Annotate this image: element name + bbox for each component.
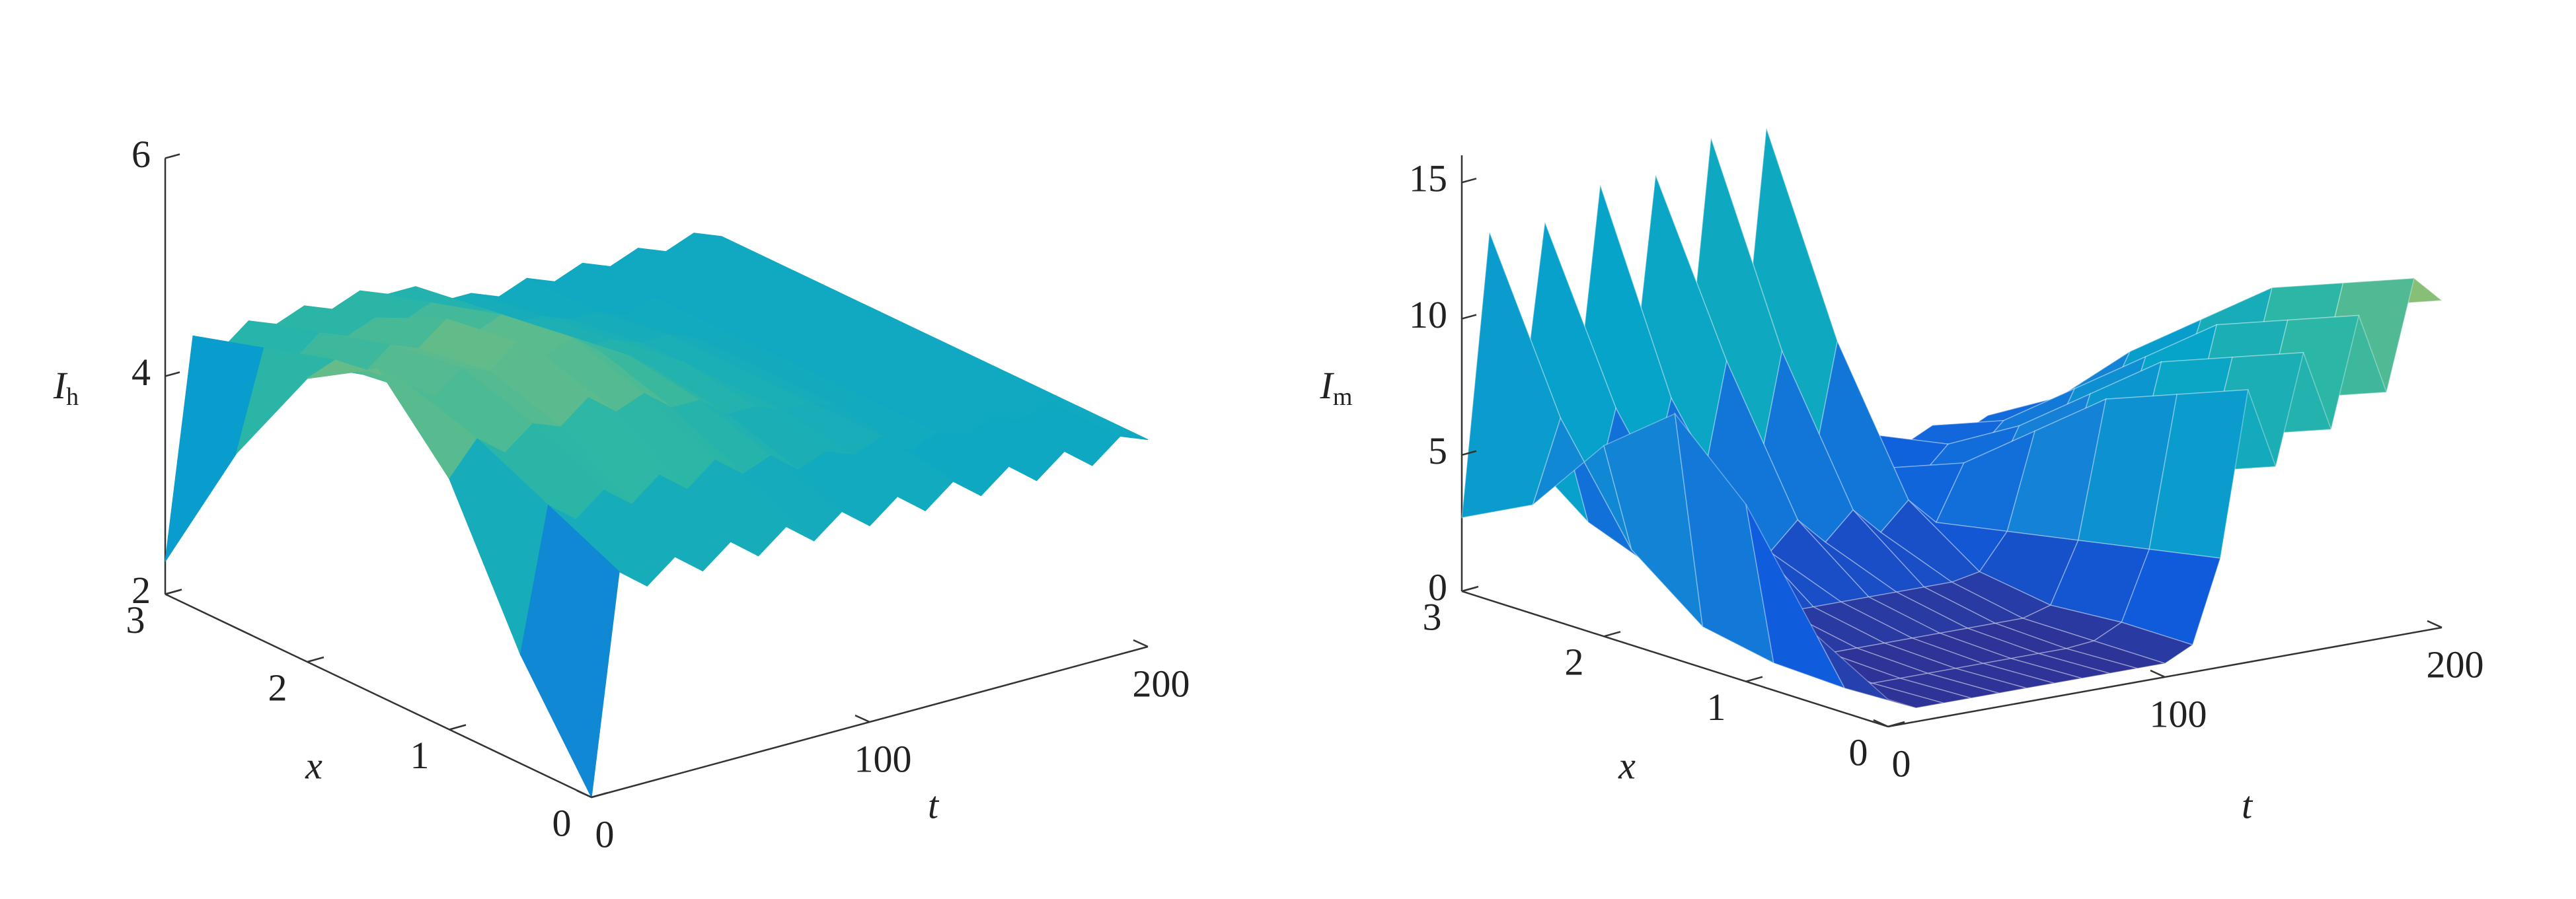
x-tick-label: 2 <box>1565 641 1584 684</box>
x-tick <box>1461 585 1479 593</box>
z-axis-label-sub: m <box>1333 383 1353 411</box>
surface-cell <box>519 504 620 799</box>
x-axis-label: x <box>305 744 322 787</box>
z-tick-label: 2 <box>132 569 151 612</box>
t-tick-label: 200 <box>2427 643 2484 686</box>
z-axis-label: Ih <box>53 364 79 410</box>
z-tick-label: 4 <box>132 351 151 394</box>
x-tick <box>165 589 182 595</box>
z-tick <box>1461 178 1477 184</box>
z-tick-label: 0 <box>1428 565 1447 608</box>
z-tick-label: 6 <box>132 133 151 176</box>
t-tick-label: 200 <box>1133 662 1190 705</box>
t-tick <box>1873 719 1889 728</box>
x-axis <box>1461 590 1889 728</box>
t-axis-label: t <box>928 783 940 826</box>
surface-cell <box>1899 672 1999 699</box>
surface-cell <box>1872 678 1971 704</box>
x-tick-label: 0 <box>552 801 572 844</box>
surface-cell <box>165 335 265 562</box>
x-tick-label: 3 <box>1423 595 1442 638</box>
z-tick-label: 15 <box>1409 157 1447 200</box>
x-tick-label: 3 <box>126 598 145 641</box>
x-tick-label: 0 <box>1849 731 1868 773</box>
z-tick-label: 5 <box>1428 429 1447 472</box>
x-tick <box>1603 631 1621 637</box>
t-tick <box>2150 669 2166 678</box>
x-tick-label: 1 <box>1707 686 1726 729</box>
t-tick <box>1133 639 1149 648</box>
x-tick <box>1745 676 1763 682</box>
t-tick <box>854 714 870 723</box>
x-tick-label: 1 <box>410 734 430 777</box>
t-axis-label: t <box>2242 783 2254 826</box>
x-tick <box>449 724 467 731</box>
z-axis-label-main: I <box>53 364 68 407</box>
t-tick <box>576 789 592 799</box>
t-tick-label: 100 <box>854 737 912 780</box>
t-tick-label: 0 <box>595 812 615 855</box>
x-axis-label: x <box>1618 744 1636 787</box>
z-tick <box>165 371 180 377</box>
surface-cell <box>2049 540 2150 623</box>
z-tick <box>1461 450 1477 456</box>
x-tick-label: 2 <box>268 666 287 709</box>
surface-cell <box>1927 668 2027 694</box>
z-tick <box>1461 314 1477 320</box>
surface-cell <box>1816 635 1916 709</box>
z-tick-label: 10 <box>1409 293 1447 336</box>
z-axis-label-main: I <box>1320 364 1335 407</box>
z-tick <box>165 153 180 159</box>
z-axis-label-sub: h <box>66 383 79 411</box>
t-tick-label: 100 <box>2150 692 2207 735</box>
x-tick <box>591 791 609 799</box>
x-tick <box>1887 721 1905 728</box>
x-axis <box>165 593 592 799</box>
z-axis-label: Im <box>1320 364 1353 410</box>
x-tick <box>307 656 324 663</box>
t-tick-label: 0 <box>1892 742 1911 785</box>
t-tick <box>2427 620 2443 629</box>
